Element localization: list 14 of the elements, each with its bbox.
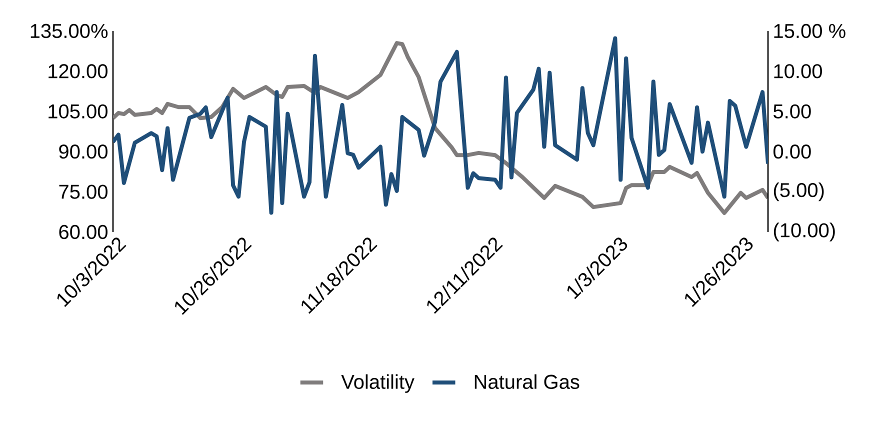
legend-label: Volatility (341, 374, 414, 393)
y2-tick-label: 15.00 % (774, 24, 846, 38)
y2-tick-label: 0.00 (773, 144, 811, 159)
legend-label: Natural Gas (474, 374, 580, 389)
y2-tick-label: (5.00) (774, 182, 824, 202)
y-tick-label: 135.00% (30, 24, 108, 38)
y2-tick-label: 5.00 (774, 104, 811, 118)
y2-tick-label: 10.00 (774, 64, 822, 78)
y2-tick-label: (10.00) (774, 222, 835, 242)
y-tick-label: 90.00 (59, 144, 108, 159)
y-tick-label: 75.00 (59, 184, 108, 199)
y-tick-label: 105.00 (48, 104, 108, 118)
y-tick-label: 60.00 (59, 224, 108, 240)
y-tick-label: 120.00 (48, 64, 108, 78)
